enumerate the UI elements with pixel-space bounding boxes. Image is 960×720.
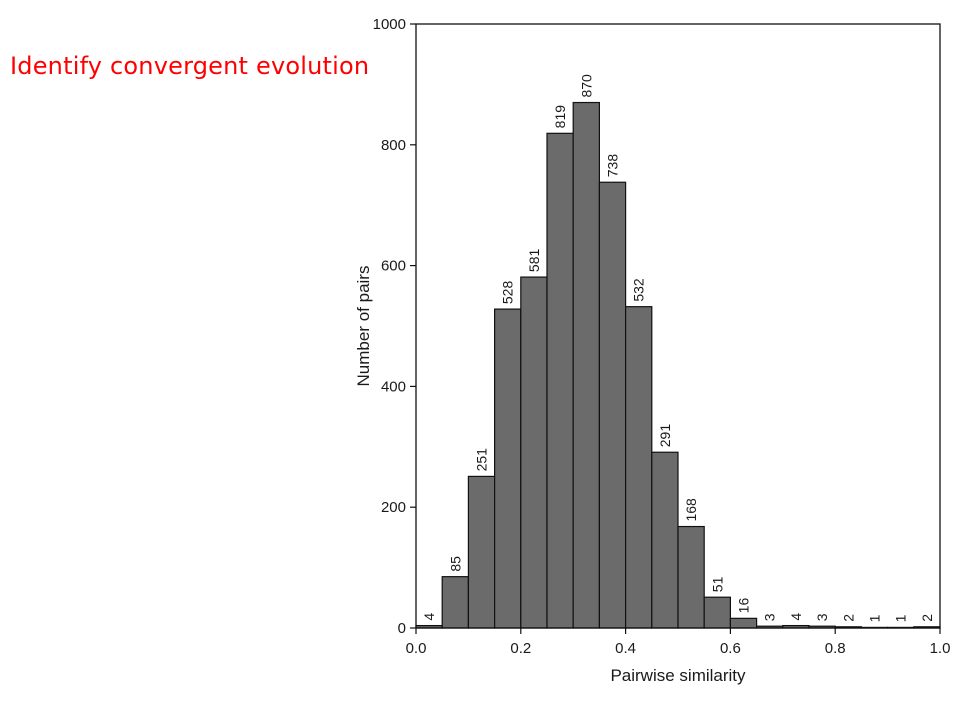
x-tick-label: 0.8 bbox=[825, 640, 846, 657]
bar-value-label: 819 bbox=[552, 105, 568, 129]
bar-value-label: 4 bbox=[421, 613, 437, 621]
histogram-bar bbox=[546, 132, 574, 629]
y-tick-label: 200 bbox=[381, 499, 406, 516]
bar-value-label: 528 bbox=[500, 281, 516, 305]
bar-value-label: 870 bbox=[578, 74, 594, 98]
bar-value-label: 1 bbox=[867, 614, 883, 622]
slide-title: Identify convergent evolution bbox=[10, 52, 370, 80]
y-tick-label: 400 bbox=[381, 378, 406, 395]
x-tick-label: 0.4 bbox=[615, 640, 636, 657]
y-axis-label: Number of pairs bbox=[354, 266, 373, 387]
bar-labels-group: 4 85 251 528 581 819 870 738 532 291 168 51 16 3 4 3 2 1 1… bbox=[421, 74, 935, 622]
bar-value-label: 51 bbox=[709, 576, 725, 592]
bar-value-label: 16 bbox=[736, 598, 752, 614]
bar-value-label: 3 bbox=[814, 613, 830, 621]
histogram-bar bbox=[703, 596, 732, 629]
bar-value-label: 1 bbox=[893, 614, 909, 622]
bar-value-label: 168 bbox=[683, 498, 699, 522]
bar-value-label: 581 bbox=[526, 249, 542, 273]
x-tick-label: 1.0 bbox=[930, 640, 951, 657]
x-tick-label: 0.0 bbox=[406, 640, 427, 657]
bar-value-label: 2 bbox=[840, 614, 856, 622]
bar-value-label: 85 bbox=[447, 556, 463, 572]
bar-value-label: 251 bbox=[474, 448, 490, 472]
bars-group bbox=[415, 101, 941, 629]
bar-value-label: 291 bbox=[657, 424, 673, 448]
y-tick-label: 800 bbox=[381, 137, 406, 154]
histogram-bar bbox=[441, 576, 470, 629]
bar-value-label: 4 bbox=[788, 613, 804, 621]
bar-value-label: 738 bbox=[605, 154, 621, 178]
x-axis-label: Pairwise similarity bbox=[610, 666, 746, 685]
bar-value-label: 532 bbox=[631, 278, 647, 302]
histogram-bar bbox=[624, 306, 653, 629]
plot-frame bbox=[415, 23, 941, 629]
histogram-bar bbox=[598, 181, 627, 629]
x-axis: 0.0 0.2 0.4 0.6 0.8 1.0 bbox=[406, 628, 951, 657]
bar-value-label: 2 bbox=[919, 614, 935, 622]
histogram-bar bbox=[572, 101, 601, 629]
x-tick-label: 0.6 bbox=[720, 640, 741, 657]
y-tick-label: 600 bbox=[381, 258, 406, 275]
bar-value-label: 3 bbox=[762, 613, 778, 621]
histogram-bar bbox=[520, 276, 548, 629]
x-tick-label: 0.2 bbox=[510, 640, 531, 657]
histogram-bar bbox=[467, 475, 496, 629]
y-tick-label: 0 bbox=[398, 620, 406, 637]
y-tick-label: 1000 bbox=[373, 16, 406, 33]
histogram-bar bbox=[729, 617, 758, 629]
histogram-bar bbox=[494, 308, 522, 629]
y-axis: 0 200 400 600 800 1000 bbox=[373, 16, 416, 637]
histogram-bar bbox=[651, 451, 679, 629]
histogram-bar bbox=[677, 525, 705, 629]
